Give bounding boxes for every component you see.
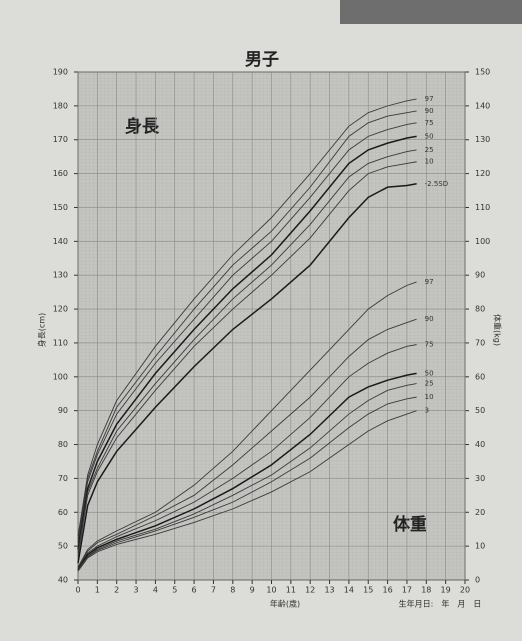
y-tick-label: 60 xyxy=(58,508,68,517)
y2-axis-label: 体重(kg) xyxy=(493,314,503,346)
annotation: 身長 xyxy=(125,116,160,137)
x-tick-label: 15 xyxy=(363,586,373,595)
series-label: 75 xyxy=(425,341,434,349)
y2-tick-label: 10 xyxy=(475,542,485,551)
x-tick-label: 18 xyxy=(421,586,431,595)
y2-tick-label: 90 xyxy=(475,271,485,280)
x-tick-label: 14 xyxy=(344,586,354,595)
x-tick-label: 16 xyxy=(383,586,393,595)
series-label: 25 xyxy=(425,380,434,388)
x-tick-label: 9 xyxy=(250,586,255,595)
y2-tick-label: 110 xyxy=(475,203,490,212)
y-tick-label: 180 xyxy=(53,101,68,110)
header-band xyxy=(340,0,522,24)
y2-tick-label: 120 xyxy=(475,169,490,178)
series-label: -2.5SD xyxy=(425,180,449,188)
series-label: 25 xyxy=(425,146,434,154)
y-tick-label: 120 xyxy=(53,305,68,314)
y2-tick-label: 40 xyxy=(475,440,485,449)
x-tick-label: 1 xyxy=(95,586,100,595)
series-label: 97 xyxy=(425,278,434,286)
chart-title: 男子 xyxy=(245,50,279,70)
y-tick-label: 150 xyxy=(53,203,68,212)
series-label: 90 xyxy=(425,107,434,115)
y2-tick-label: 140 xyxy=(475,101,490,110)
x-tick-label: 2 xyxy=(114,586,119,595)
y2-tick-label: 130 xyxy=(475,135,490,144)
y2-tick-label: 80 xyxy=(475,305,485,314)
y-tick-label: 50 xyxy=(58,542,68,551)
series-label: 97 xyxy=(425,95,434,103)
annotation: 体重 xyxy=(393,514,427,535)
y-tick-label: 190 xyxy=(53,68,68,77)
x-axis-label: 年齢(歳) xyxy=(270,599,300,609)
x-tick-label: 0 xyxy=(75,586,80,595)
series-label: 3 xyxy=(425,407,429,415)
birthdate-note: 生年月日: 年 月 日 xyxy=(399,599,482,609)
y-tick-label: 100 xyxy=(53,372,68,381)
y-tick-label: 40 xyxy=(58,576,68,585)
series-label: 75 xyxy=(425,119,434,127)
x-tick-label: 8 xyxy=(230,586,235,595)
y-tick-label: 140 xyxy=(53,237,68,246)
x-tick-label: 19 xyxy=(441,586,451,595)
chart: 男子 身長 体重 身長(cm) 体重(kg) 年齢(歳) 生年月日: 年 月 日… xyxy=(0,0,522,641)
x-tick-label: 3 xyxy=(134,586,139,595)
y-tick-label: 70 xyxy=(58,474,68,483)
y2-tick-label: 150 xyxy=(475,68,490,77)
y2-tick-label: 20 xyxy=(475,508,485,517)
y2-tick-label: 0 xyxy=(475,576,480,585)
x-tick-label: 5 xyxy=(172,586,177,595)
x-tick-label: 12 xyxy=(305,586,315,595)
y-axis-label: 身長(cm) xyxy=(37,313,47,347)
y-tick-label: 170 xyxy=(53,135,68,144)
page: 男子 身長 体重 身長(cm) 体重(kg) 年齢(歳) 生年月日: 年 月 日… xyxy=(0,0,522,641)
y-tick-label: 130 xyxy=(53,271,68,280)
x-tick-label: 17 xyxy=(402,586,412,595)
x-tick-label: 4 xyxy=(153,586,158,595)
x-tick-label: 11 xyxy=(286,586,296,595)
series-label: 10 xyxy=(425,393,434,401)
x-tick-label: 20 xyxy=(460,586,470,595)
series-label: 50 xyxy=(425,369,434,377)
y2-tick-label: 50 xyxy=(475,406,485,415)
y2-tick-label: 70 xyxy=(475,338,485,347)
x-tick-label: 13 xyxy=(324,586,334,595)
y-tick-label: 110 xyxy=(53,338,68,347)
y-tick-label: 90 xyxy=(58,406,68,415)
series-label: 50 xyxy=(425,132,434,140)
y2-tick-label: 100 xyxy=(475,237,490,246)
y-tick-label: 160 xyxy=(53,169,68,178)
x-tick-label: 7 xyxy=(211,586,216,595)
x-tick-label: 10 xyxy=(266,586,276,595)
y-tick-label: 80 xyxy=(58,440,68,449)
y2-tick-label: 60 xyxy=(475,372,485,381)
series-label: 10 xyxy=(425,158,434,166)
series-label: 90 xyxy=(425,315,434,323)
x-tick-label: 6 xyxy=(192,586,197,595)
y2-tick-label: 30 xyxy=(475,474,485,483)
